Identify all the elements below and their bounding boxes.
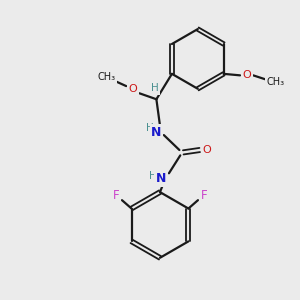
Text: N: N bbox=[156, 172, 166, 185]
Text: F: F bbox=[113, 190, 119, 202]
Text: O: O bbox=[128, 84, 137, 94]
Text: H: H bbox=[151, 83, 159, 93]
Text: H: H bbox=[146, 124, 153, 134]
Text: H: H bbox=[149, 171, 157, 181]
Text: F: F bbox=[201, 190, 207, 202]
Text: CH₃: CH₃ bbox=[98, 72, 116, 82]
Text: CH₃: CH₃ bbox=[266, 77, 284, 87]
Text: O: O bbox=[242, 70, 251, 80]
Text: O: O bbox=[202, 145, 211, 155]
Text: N: N bbox=[151, 126, 162, 139]
